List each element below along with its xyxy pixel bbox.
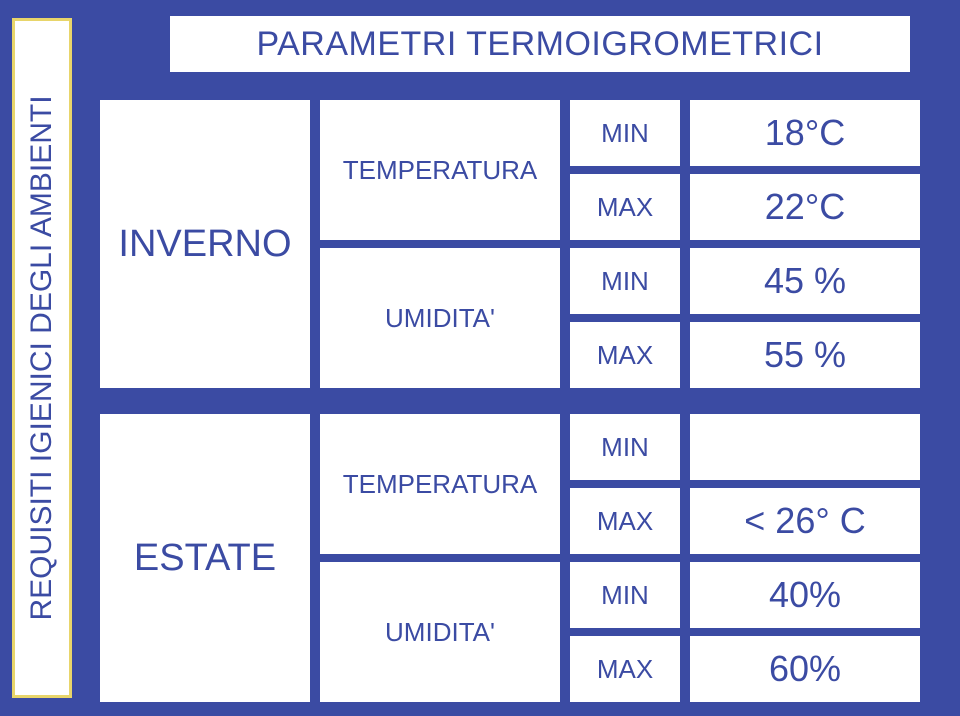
param-humidity-text: UMIDITA' <box>385 303 495 334</box>
summer-temp-label: TEMPERATURA <box>320 414 560 554</box>
season-summer: ESTATE <box>100 414 310 702</box>
summer-hum-min-label: MIN <box>570 562 680 628</box>
season-summer-label: ESTATE <box>134 537 276 580</box>
summer-hum-min-value: 40% <box>690 562 920 628</box>
title-box: PARAMETRI TERMOIGROMETRICI <box>170 16 910 72</box>
winter-hum-max-value: 55 % <box>690 322 920 388</box>
winter-temp-label: TEMPERATURA <box>320 100 560 240</box>
winter-hum-min-label: MIN <box>570 248 680 314</box>
summer-temp-max-value: < 26° C <box>690 488 920 554</box>
summer-hum-max-label: MAX <box>570 636 680 702</box>
winter-hum-max-label: MAX <box>570 322 680 388</box>
summer-temp-min-label: MIN <box>570 414 680 480</box>
season-winter: INVERNO <box>100 100 310 388</box>
summer-temp-min-value <box>690 414 920 480</box>
winter-temp-min-value: 18°C <box>690 100 920 166</box>
summer-temp-max-label: MAX <box>570 488 680 554</box>
winter-temp-min-label: MIN <box>570 100 680 166</box>
season-winter-label: INVERNO <box>118 223 291 266</box>
summer-hum-max-value: 60% <box>690 636 920 702</box>
left-label-container: REQUISITI IGIENICI DEGLI AMBIENTI <box>12 18 72 698</box>
winter-hum-min-value: 45 % <box>690 248 920 314</box>
winter-temp-max-value: 22°C <box>690 174 920 240</box>
left-vertical-label: REQUISITI IGIENICI DEGLI AMBIENTI <box>25 95 59 620</box>
summer-hum-label: UMIDITA' <box>320 562 560 702</box>
page: REQUISITI IGIENICI DEGLI AMBIENTI PARAME… <box>0 0 960 716</box>
winter-hum-label: UMIDITA' <box>320 248 560 388</box>
winter-temp-max-label: MAX <box>570 174 680 240</box>
title-text: PARAMETRI TERMOIGROMETRICI <box>256 25 823 64</box>
param-temperature-text: TEMPERATURA <box>343 155 538 186</box>
